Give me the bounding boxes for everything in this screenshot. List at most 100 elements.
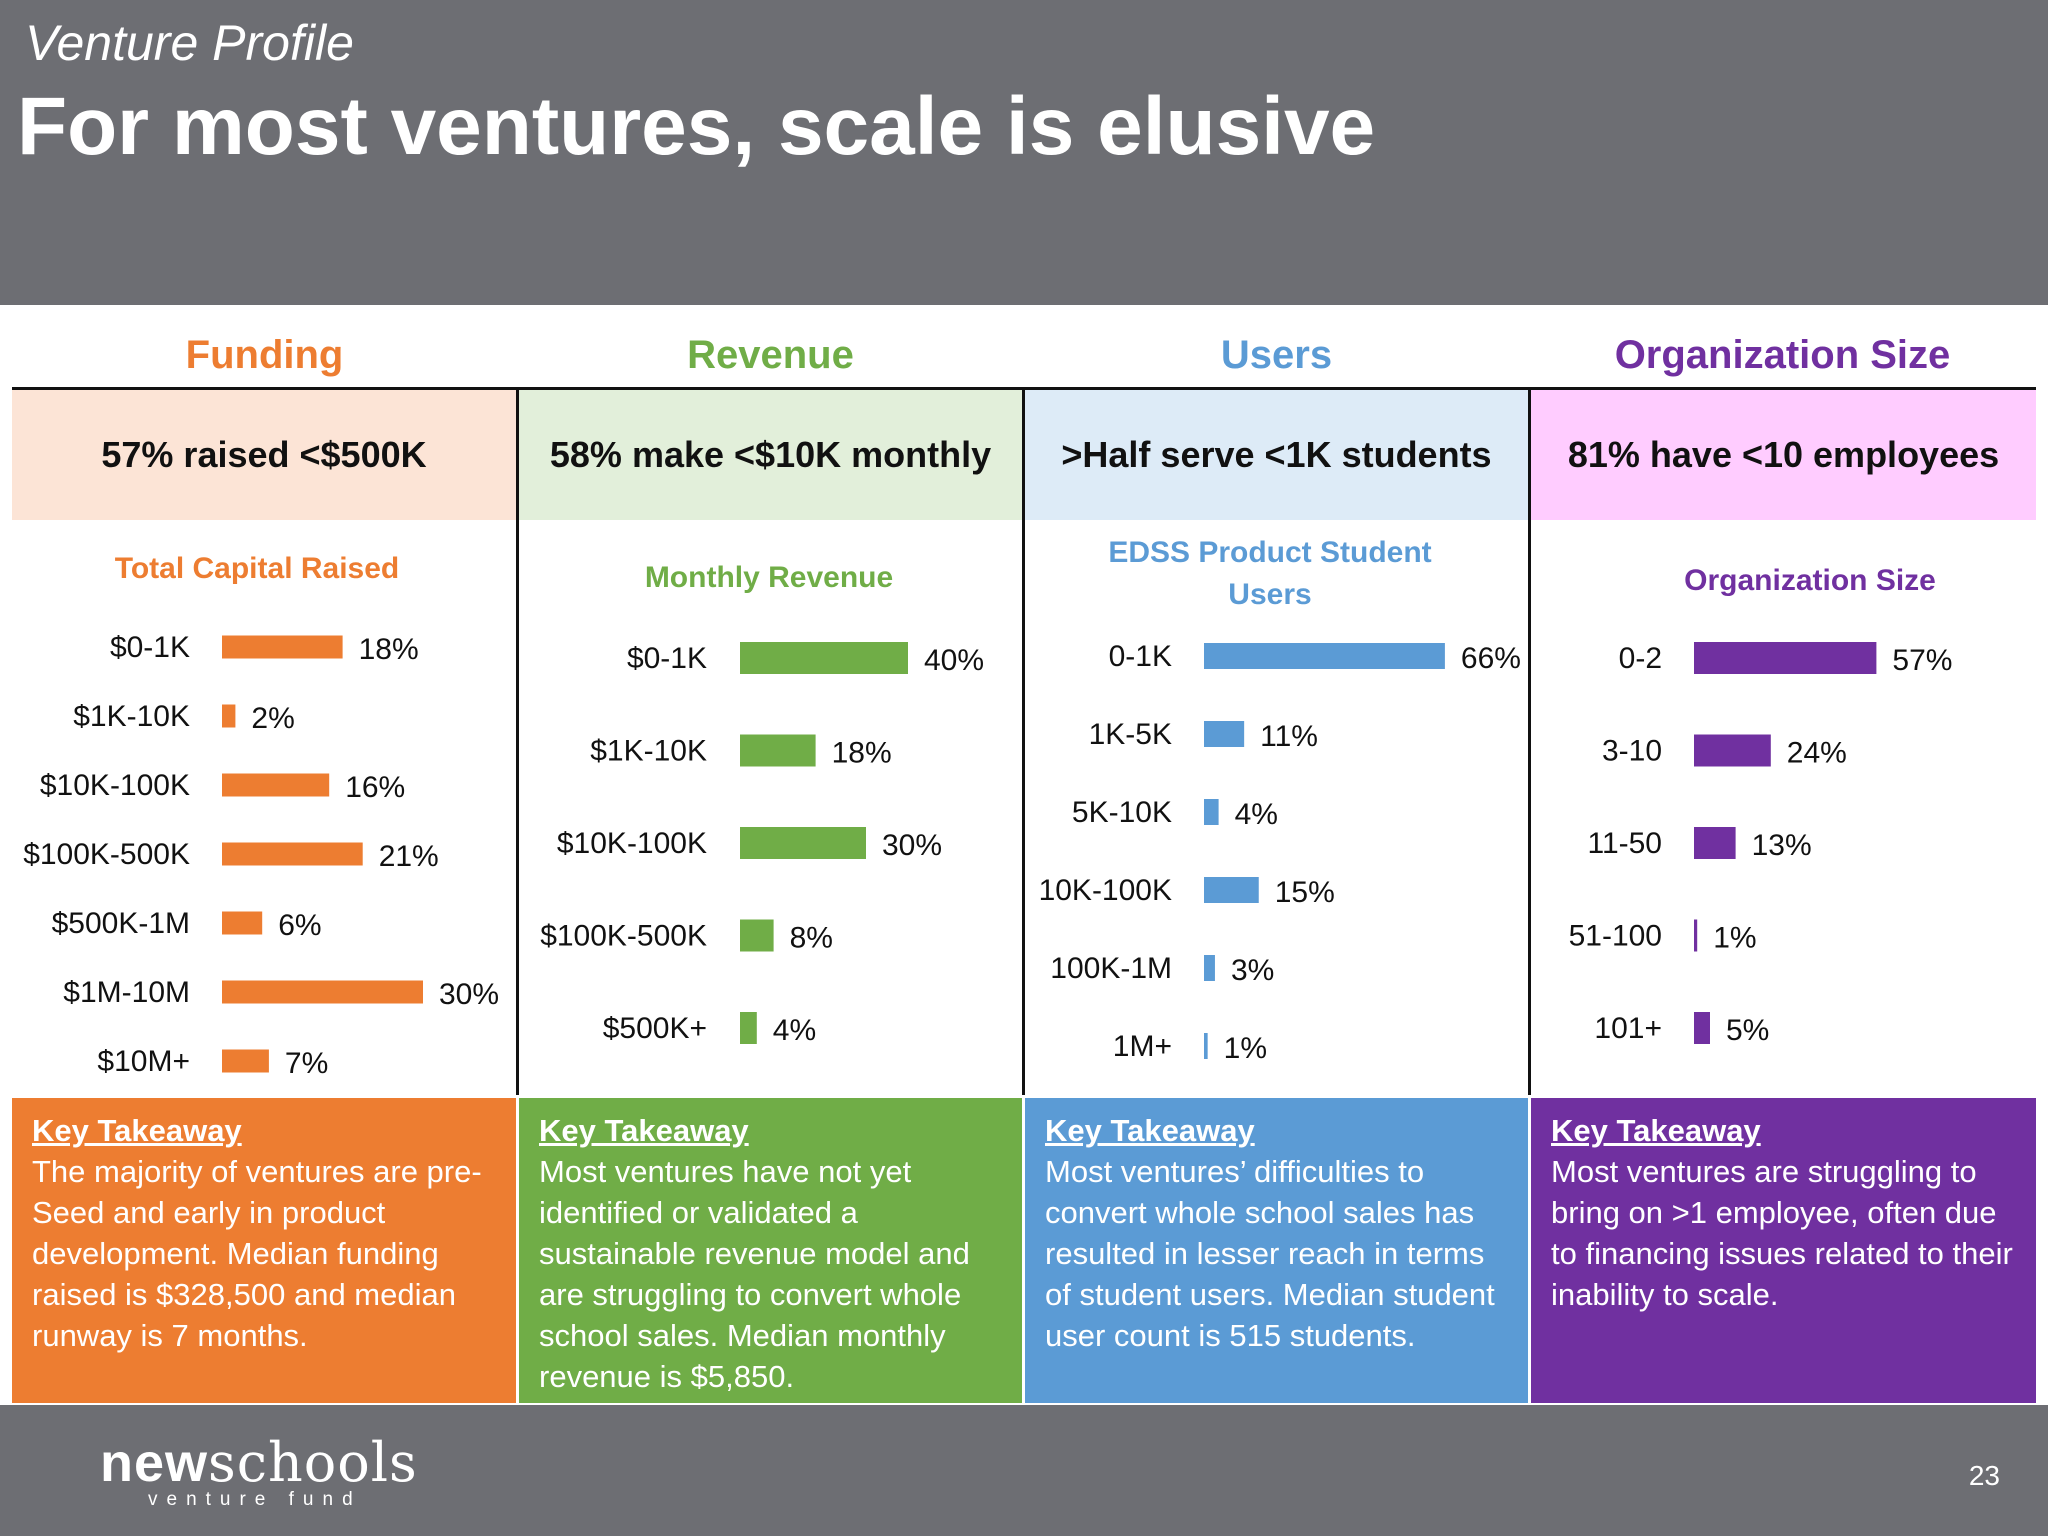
org-size-chart-title: Organization Size — [1684, 564, 1936, 597]
funding-heading: Funding — [185, 333, 344, 377]
org-value-label: 24% — [1787, 737, 1847, 770]
users-bar — [1204, 877, 1259, 903]
users-bar — [1204, 799, 1219, 825]
revenue-category-label: $10K-100K — [557, 827, 707, 860]
revenue-bar — [740, 1012, 757, 1044]
logo-bold-text: new — [100, 1433, 209, 1493]
logo-subtext: venture fund — [148, 1489, 362, 1510]
revenue-category-label: $1K-10K — [590, 735, 707, 768]
revenue-category-label: $0-1K — [627, 642, 707, 675]
revenue-chart-title: Monthly Revenue — [644, 561, 894, 594]
funding-bar — [222, 980, 423, 1004]
funding-stat: 57% raised <$500K — [12, 390, 516, 520]
revenue-category-label: $100K-500K — [540, 920, 707, 953]
users-bar — [1204, 643, 1445, 669]
revenue-bar — [740, 919, 774, 952]
revenue-value-label: 8% — [790, 922, 833, 955]
page-number: 23 — [1968, 1460, 2000, 1491]
funding-category-label: $1M-10M — [63, 976, 190, 1009]
newschools-logo: newschools venture fund — [100, 1433, 418, 1510]
revenue-value-label: 40% — [924, 644, 984, 677]
funding-value-label: 30% — [439, 978, 499, 1011]
users-category-label: 5K-10K — [1072, 796, 1172, 829]
funding-value-label: 2% — [251, 702, 294, 735]
revenue-bar — [740, 734, 816, 767]
org-value-label: 13% — [1752, 829, 1812, 862]
revenue-bar — [740, 642, 908, 674]
funding-category-label: $0-1K — [110, 631, 190, 664]
org-category-label: 51-100 — [1569, 920, 1662, 953]
funding-category-label: $10M+ — [97, 1045, 190, 1078]
revenue-value-label: 30% — [882, 829, 942, 862]
funding-value-label: 6% — [278, 909, 321, 942]
funding-value-label: 7% — [285, 1047, 328, 1080]
users-value-label: 1% — [1224, 1032, 1267, 1065]
funding-bar — [222, 911, 263, 935]
funding-value-label: 21% — [379, 840, 439, 873]
org-size-takeaway: Key Takeaway Most ventures are strugglin… — [1531, 1098, 2036, 1403]
slide-footer: newschools venture fund 23 — [0, 1405, 2048, 1536]
revenue-bar — [740, 827, 866, 859]
org-category-label: 101+ — [1594, 1012, 1662, 1045]
funding-bar — [222, 635, 343, 659]
funding-category-label: $500K-1M — [52, 907, 190, 940]
logo-rest-text: schools — [208, 1431, 418, 1494]
revenue-heading: Revenue — [687, 333, 854, 377]
funding-bar — [222, 773, 330, 797]
org-size-heading: Organization Size — [1614, 333, 1951, 377]
users-bar — [1204, 955, 1215, 981]
org-bar — [1694, 734, 1771, 767]
takeaway-text: Most ventures have not yet identified or… — [539, 1154, 970, 1394]
takeaway-heading: Key Takeaway — [1551, 1113, 1761, 1148]
org-category-label: 0-2 — [1619, 642, 1662, 675]
org-size-stat: 81% have <10 employees — [1531, 390, 2036, 520]
users-stat: >Half serve <1K students — [1025, 390, 1528, 520]
funding-bar — [222, 842, 363, 866]
funding-category-label: $10K-100K — [40, 769, 190, 802]
takeaway-text: Most ventures are struggling to bring on… — [1551, 1154, 2013, 1312]
revenue-value-label: 4% — [773, 1014, 816, 1047]
users-category-label: 0-1K — [1109, 640, 1172, 673]
users-bar — [1204, 721, 1245, 747]
org-bar — [1694, 827, 1736, 859]
funding-category-label: $100K-500K — [23, 838, 190, 871]
funding-bar — [222, 704, 236, 728]
revenue-stat: 58% make <$10K monthly — [519, 390, 1022, 520]
takeaway-text: Most ventures’ difficulties to convert w… — [1045, 1154, 1495, 1353]
funding-value-label: 16% — [345, 771, 405, 804]
heading-divider — [12, 387, 2036, 390]
org-value-label: 5% — [1726, 1014, 1769, 1047]
users-value-label: 3% — [1231, 954, 1274, 987]
org-category-label: 11-50 — [1587, 827, 1662, 860]
org-value-label: 1% — [1713, 922, 1756, 955]
users-takeaway: Key Takeaway Most ventures’ difficulties… — [1025, 1098, 1528, 1403]
revenue-category-label: $500K+ — [603, 1012, 707, 1045]
slide-header: Venture Profile For most ventures, scale… — [0, 0, 2048, 305]
users-heading: Users — [1220, 333, 1333, 377]
takeaway-heading: Key Takeaway — [539, 1113, 749, 1148]
org-bar — [1694, 919, 1698, 952]
funding-value-label: 18% — [359, 633, 419, 666]
org-value-label: 57% — [1892, 644, 1952, 677]
users-bar — [1204, 1033, 1208, 1059]
revenue-value-label: 18% — [832, 737, 892, 770]
funding-takeaway: Key Takeaway The majority of ventures ar… — [12, 1098, 516, 1403]
users-value-label: 4% — [1235, 798, 1278, 831]
funding-category-label: $1K-10K — [73, 700, 190, 733]
users-category-label: 1M+ — [1113, 1030, 1172, 1063]
section-subtitle: Venture Profile — [25, 15, 354, 71]
column-divider — [1022, 390, 1025, 1095]
users-value-label: 15% — [1275, 876, 1335, 909]
org-bar — [1694, 642, 1877, 674]
users-category-label: 10K-100K — [1039, 874, 1172, 907]
org-category-label: 3-10 — [1602, 735, 1662, 768]
slide-title: For most ventures, scale is elusive — [17, 81, 1376, 172]
takeaway-heading: Key Takeaway — [32, 1113, 242, 1148]
funding-bar — [222, 1049, 269, 1073]
users-value-label: 66% — [1461, 642, 1521, 675]
column-divider — [516, 390, 519, 1095]
users-value-label: 11% — [1260, 720, 1318, 753]
revenue-takeaway: Key Takeaway Most ventures have not yet … — [519, 1098, 1022, 1403]
column-divider — [1528, 390, 1531, 1095]
